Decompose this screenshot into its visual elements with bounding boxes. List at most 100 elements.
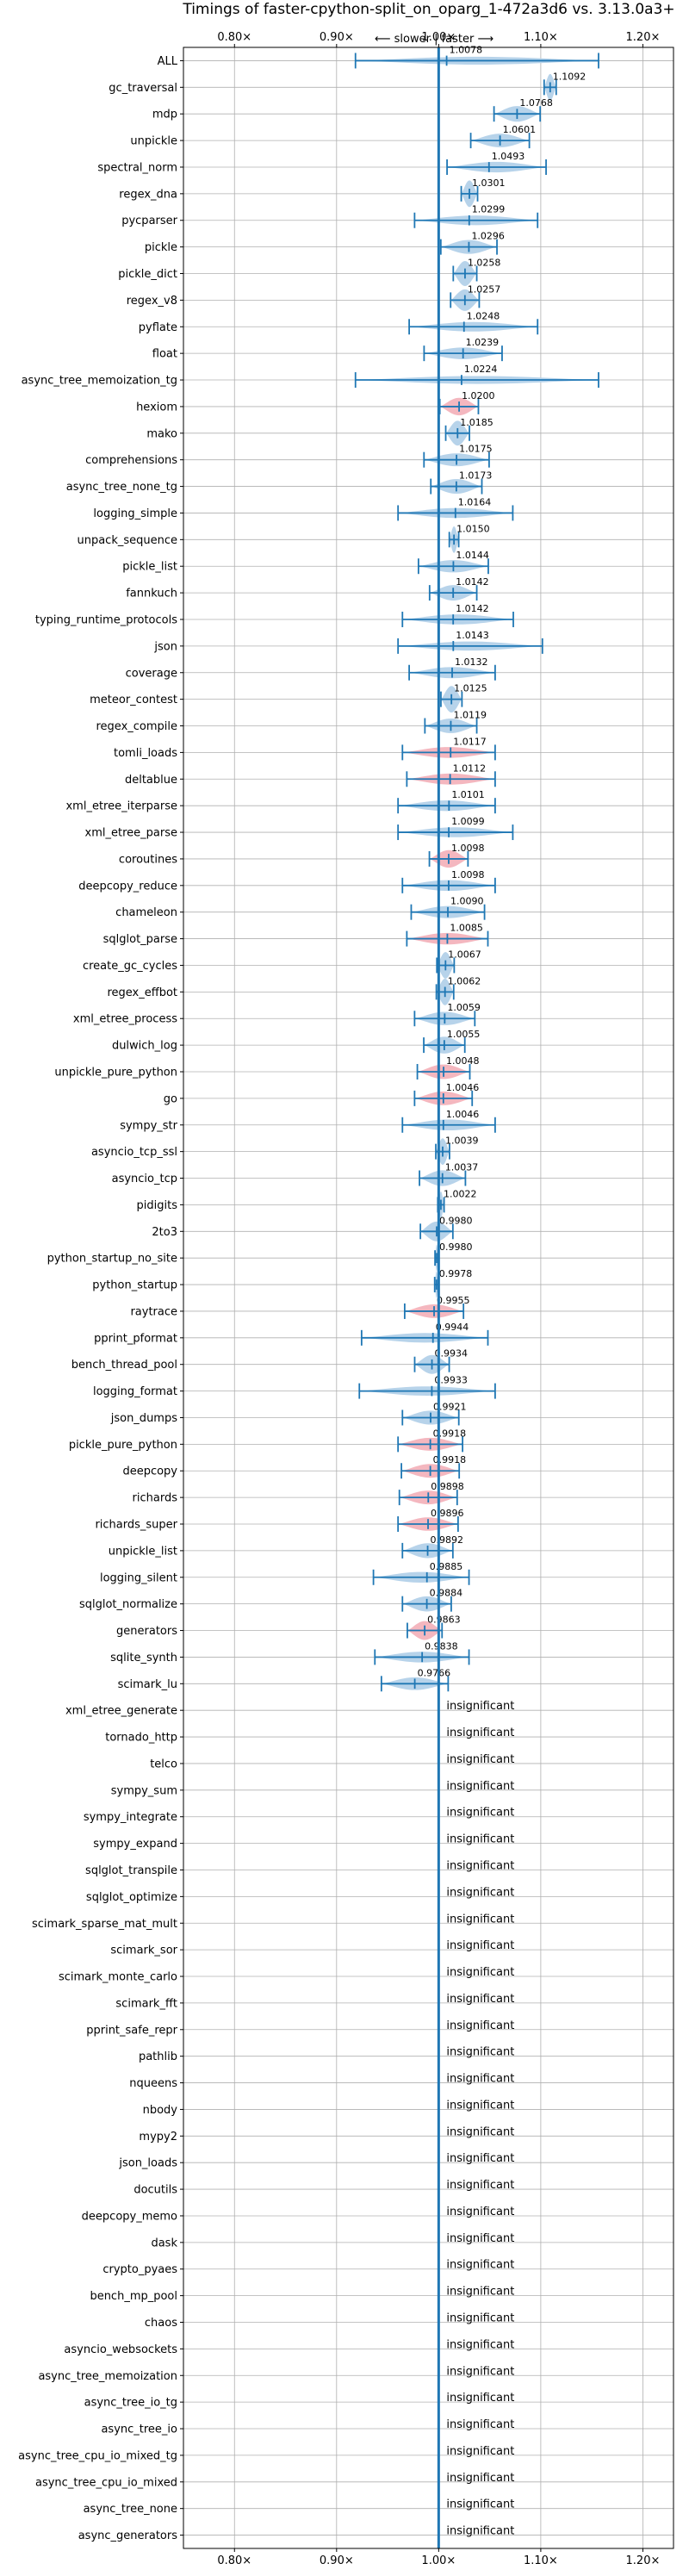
benchmark-label: logging_simple [93,507,177,520]
value-label: 0.9980 [439,1215,473,1226]
insignificant-label: insignificant [446,2179,514,2192]
value-label: 0.9896 [431,1508,464,1519]
benchmark-label: regex_effbot [107,986,177,999]
benchmark-label: generators [116,1625,177,1638]
value-label: 0.9978 [439,1268,472,1279]
value-label: 1.0248 [467,310,500,321]
direction-label: ⟵ slower | faster ⟶ [375,33,493,46]
insignificant-label: insignificant [446,1939,514,1952]
value-label: 0.9863 [427,1615,461,1626]
plot-frame [183,47,674,2549]
value-label: 1.0112 [453,762,487,774]
benchmark-label: xml_etree_process [73,1013,177,1026]
benchmark-label: regex_dna [119,188,177,201]
value-label: 1.0301 [472,177,506,189]
insignificant-label: insignificant [446,2525,514,2538]
insignificant-label: insignificant [446,2099,514,2112]
value-label: 1.0067 [448,949,481,960]
benchmark-label: sympy_expand [93,1838,177,1851]
benchmark-label: sympy_integrate [84,1811,177,1824]
value-label: 1.0601 [503,124,537,135]
x-tick-label-top: 1.00× [421,31,456,44]
value-label: 1.0119 [453,710,487,721]
insignificant-label: insignificant [446,2019,514,2032]
benchmark-label: python_startup_no_site [47,1253,177,1266]
value-label: 1.0090 [450,896,484,907]
benchmark-label: json_loads [118,2157,177,2170]
benchmark-label: unpickle_pure_python [54,1066,177,1079]
benchmark-label: deltablue [125,774,177,787]
benchmark-label: pickle_list [122,561,177,574]
benchmark-label: crypto_pyaes [102,2263,177,2276]
value-label: 0.9944 [436,1322,469,1333]
benchmark-label: xml_etree_parse [85,827,177,840]
benchmark-label: async_tree_cpu_io_mixed [35,2476,177,2489]
benchmark-label: tomli_loads [114,747,177,760]
benchmark-label: async_tree_io_tg [84,2397,177,2410]
benchmark-label: mdp [152,109,177,121]
benchmark-label: tornado_http [105,1732,177,1745]
chart-title: Timings of faster-cpython-split_on_oparg… [182,1,674,18]
insignificant-label: insignificant [446,1727,514,1739]
value-label: 1.0101 [451,789,485,800]
value-label: 1.0239 [466,337,500,348]
benchmark-label: async_tree_none [84,2503,177,2516]
value-label: 1.0059 [447,1002,481,1013]
benchmark-label: sqlite_synth [110,1652,177,1664]
benchmark-label: async_generators [78,2529,178,2542]
benchmark-label: dulwich_log [112,1040,177,1053]
value-label: 1.0768 [519,97,553,109]
benchmark-label: coverage [126,667,177,680]
benchmark-label: hexiom [136,401,177,414]
benchmark-label: deepcopy [122,1465,177,1478]
value-label: 0.9918 [433,1454,467,1465]
benchmark-label: fannkuch [126,588,177,600]
insignificant-label: insignificant [446,2312,514,2324]
value-label: 1.0224 [464,364,498,375]
benchmark-label: raytrace [130,1305,177,1318]
value-label: 1.0037 [445,1162,479,1173]
value-label: 0.9884 [430,1588,463,1599]
insignificant-label: insignificant [446,1913,514,1926]
value-label: 0.9838 [425,1640,457,1652]
benchmark-label: pickle_dict [118,268,177,281]
benchmark-label: sympy_sum [111,1784,177,1797]
benchmark-label: bench_thread_pool [71,1359,177,1372]
benchmark-label: spectral_norm [97,161,177,174]
insignificant-label: insignificant [446,2232,514,2245]
insignificant-label: insignificant [446,2338,514,2351]
value-label: 1.0078 [450,44,483,55]
benchmark-label: async_tree_none_tg [66,481,177,494]
benchmark-label: unpack_sequence [77,534,177,547]
x-tick-label-bottom: 1.00× [421,2554,456,2567]
value-label: 1.0022 [444,1188,477,1199]
benchmark-label: go [164,1092,177,1105]
value-label: 1.0164 [458,496,492,507]
benchmark-label: pickle_pure_python [69,1439,177,1452]
benchmark-label: telco [150,1758,177,1770]
value-label: 1.0098 [451,869,485,880]
value-label: 1.0200 [462,390,495,401]
benchmark-label: sympy_str [120,1119,177,1132]
value-label: 0.9921 [433,1401,467,1412]
value-label: 1.0062 [448,975,481,986]
benchmark-label: sqlglot_normalize [79,1598,177,1611]
benchmark-label: pycparser [121,215,177,227]
insignificant-label: insignificant [446,1807,514,1820]
benchmark-label: meteor_contest [90,694,177,706]
value-label: 1.0175 [459,444,493,455]
value-label: 1.0296 [471,231,505,242]
insignificant-label: insignificant [446,2392,514,2405]
benchmark-label: create_gc_cycles [83,960,177,973]
value-label: 1.0257 [468,283,501,295]
benchmark-label: richards [133,1492,178,1505]
value-label: 0.9933 [434,1375,468,1386]
benchmark-label: xml_etree_iterparse [65,800,177,813]
value-label: 1.0098 [451,843,485,854]
value-label: 1.0185 [460,417,493,428]
benchmark-label: sqlglot_optimize [86,1891,177,1904]
insignificant-label: insignificant [446,2152,514,2165]
insignificant-label: insignificant [446,2073,514,2086]
benchmark-label: unpickle [130,135,177,148]
